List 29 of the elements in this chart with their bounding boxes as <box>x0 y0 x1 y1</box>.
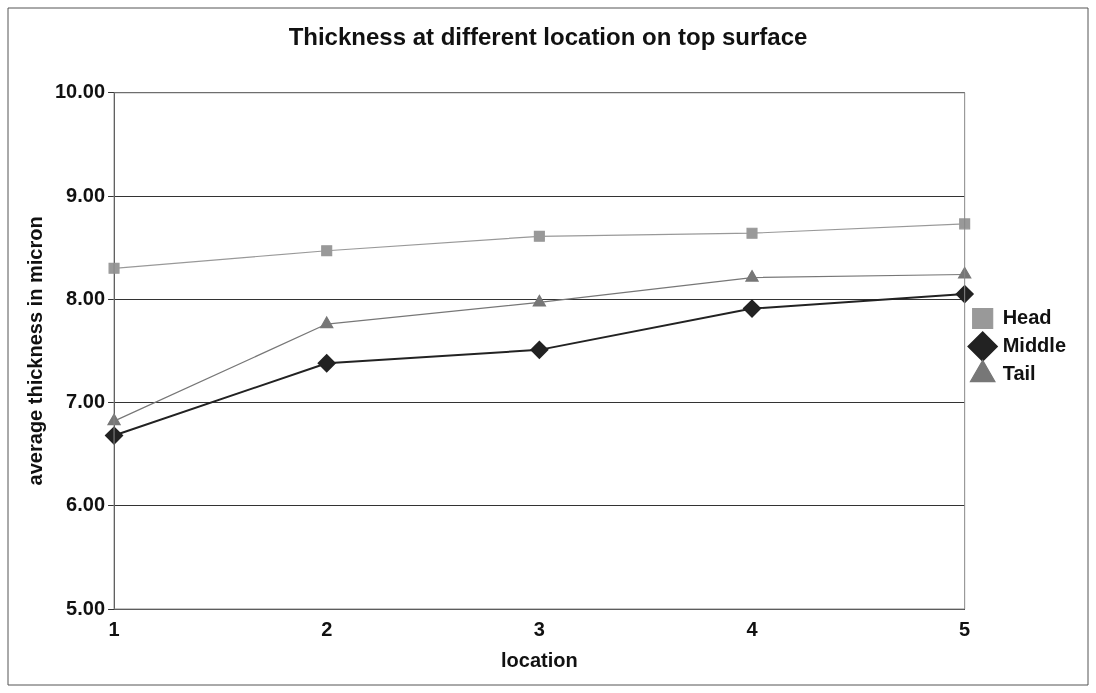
x-tick-label: 4 <box>746 617 759 640</box>
point <box>317 354 336 373</box>
x-axis-title: location <box>501 648 578 671</box>
point <box>532 294 547 307</box>
point <box>320 316 334 329</box>
legend-label: Head <box>1002 306 1052 329</box>
point <box>959 218 971 230</box>
point <box>743 299 762 318</box>
point <box>746 227 758 239</box>
point <box>958 266 972 279</box>
point <box>108 262 120 274</box>
x-tick-label: 5 <box>959 617 971 640</box>
x-tick-label: 3 <box>533 617 545 640</box>
x-tick-label: 2 <box>321 617 333 640</box>
legend-label: Tail <box>1002 362 1036 385</box>
legend-label: Middle <box>1002 334 1067 357</box>
y-tick-label: 6.00 <box>66 493 106 516</box>
y-tick-label: 5.00 <box>66 596 106 619</box>
point <box>530 340 549 359</box>
y-tick-label: 7.00 <box>66 390 106 413</box>
chart-title: Thickness at different location on top surface <box>288 23 808 51</box>
y-tick-label: 9.00 <box>66 183 106 206</box>
x-tick-label: 1 <box>108 617 120 640</box>
y-axis-title: average thickness in micron <box>23 216 46 486</box>
point <box>321 245 333 257</box>
y-tick-label: 10.00 <box>54 80 106 103</box>
y-tick-label: 8.00 <box>66 286 106 309</box>
point <box>745 270 759 282</box>
point <box>533 230 545 242</box>
